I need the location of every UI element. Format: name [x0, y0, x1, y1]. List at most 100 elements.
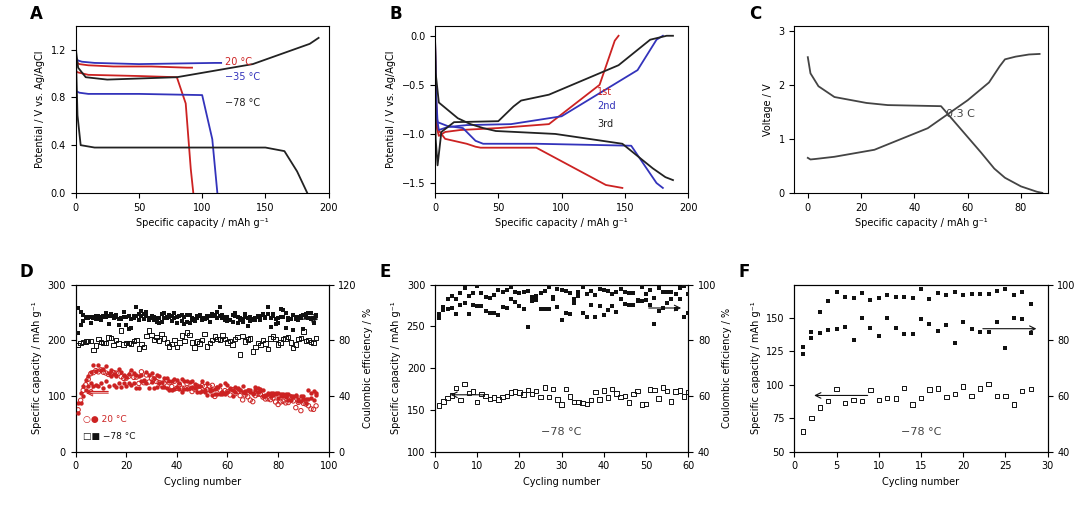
Point: [77, 314, 94, 322]
Point: [131, 316, 148, 324]
Point: [92, 316, 109, 324]
Point: [191, 312, 208, 320]
Text: E: E: [379, 263, 391, 281]
Point: [206, 311, 224, 320]
Point: [489, 286, 507, 294]
Point: [246, 386, 264, 394]
Point: [206, 332, 224, 340]
Point: [929, 385, 946, 393]
Point: [624, 390, 642, 398]
Point: [659, 288, 676, 296]
Point: [186, 317, 203, 325]
Point: [148, 383, 165, 391]
Point: [131, 309, 148, 318]
Point: [148, 318, 165, 326]
Point: [252, 316, 269, 324]
Point: [794, 343, 811, 351]
Point: [80, 375, 97, 384]
Point: [528, 387, 545, 395]
Point: [173, 331, 190, 339]
Point: [289, 316, 307, 324]
Point: [261, 392, 279, 400]
Point: [456, 380, 473, 388]
Text: 2nd: 2nd: [597, 101, 616, 112]
Point: [507, 288, 524, 296]
Point: [176, 320, 193, 328]
Text: 3rd: 3rd: [597, 119, 613, 129]
Point: [87, 312, 105, 320]
Point: [921, 320, 939, 328]
Point: [473, 302, 490, 310]
Point: [828, 385, 846, 393]
Point: [972, 327, 989, 336]
Point: [156, 334, 173, 343]
Point: [955, 383, 972, 391]
Point: [460, 389, 477, 397]
Point: [963, 290, 981, 298]
Point: [570, 288, 588, 296]
Y-axis label: Coulombic efficiency / %: Coulombic efficiency / %: [363, 308, 373, 428]
Point: [305, 314, 322, 322]
Point: [507, 298, 524, 306]
Point: [431, 310, 448, 318]
Point: [171, 385, 188, 393]
Point: [650, 307, 667, 316]
Point: [604, 290, 621, 298]
Point: [280, 399, 297, 407]
Point: [242, 312, 259, 321]
Point: [153, 317, 171, 325]
Point: [278, 309, 295, 318]
Point: [265, 310, 282, 319]
Point: [282, 338, 299, 347]
Point: [595, 386, 612, 394]
Point: [267, 389, 284, 397]
Point: [620, 301, 637, 309]
Point: [208, 384, 226, 392]
Point: [515, 305, 532, 313]
Point: [302, 309, 320, 318]
Point: [184, 383, 201, 391]
Text: −78 °C: −78 °C: [225, 98, 260, 108]
Point: [300, 395, 318, 404]
Point: [158, 314, 175, 322]
Point: [540, 305, 557, 313]
Point: [249, 384, 267, 392]
Point: [82, 368, 99, 376]
Point: [219, 317, 237, 325]
Point: [246, 316, 264, 324]
Point: [133, 367, 150, 376]
Point: [274, 313, 292, 321]
Point: [221, 385, 239, 393]
Point: [227, 390, 244, 398]
Point: [234, 315, 252, 323]
Point: [265, 312, 282, 320]
Point: [620, 399, 637, 407]
Point: [127, 303, 145, 311]
Point: [477, 392, 495, 400]
Point: [988, 318, 1005, 326]
Point: [72, 389, 90, 397]
Point: [249, 339, 267, 347]
Point: [612, 295, 630, 303]
Point: [267, 320, 284, 329]
Point: [675, 312, 692, 321]
Point: [252, 385, 269, 393]
Point: [140, 378, 158, 386]
Text: B: B: [390, 5, 402, 23]
Point: [259, 345, 276, 353]
Point: [879, 393, 896, 402]
Text: 1st: 1st: [597, 87, 612, 97]
Point: [282, 393, 299, 401]
Point: [274, 392, 292, 401]
Point: [199, 391, 216, 399]
Point: [870, 395, 888, 404]
Point: [237, 337, 254, 346]
Point: [148, 313, 165, 322]
Point: [231, 386, 248, 394]
Point: [227, 335, 244, 343]
Point: [216, 335, 233, 344]
Point: [980, 290, 997, 298]
Point: [116, 371, 133, 379]
Point: [229, 385, 246, 393]
Point: [562, 310, 579, 319]
